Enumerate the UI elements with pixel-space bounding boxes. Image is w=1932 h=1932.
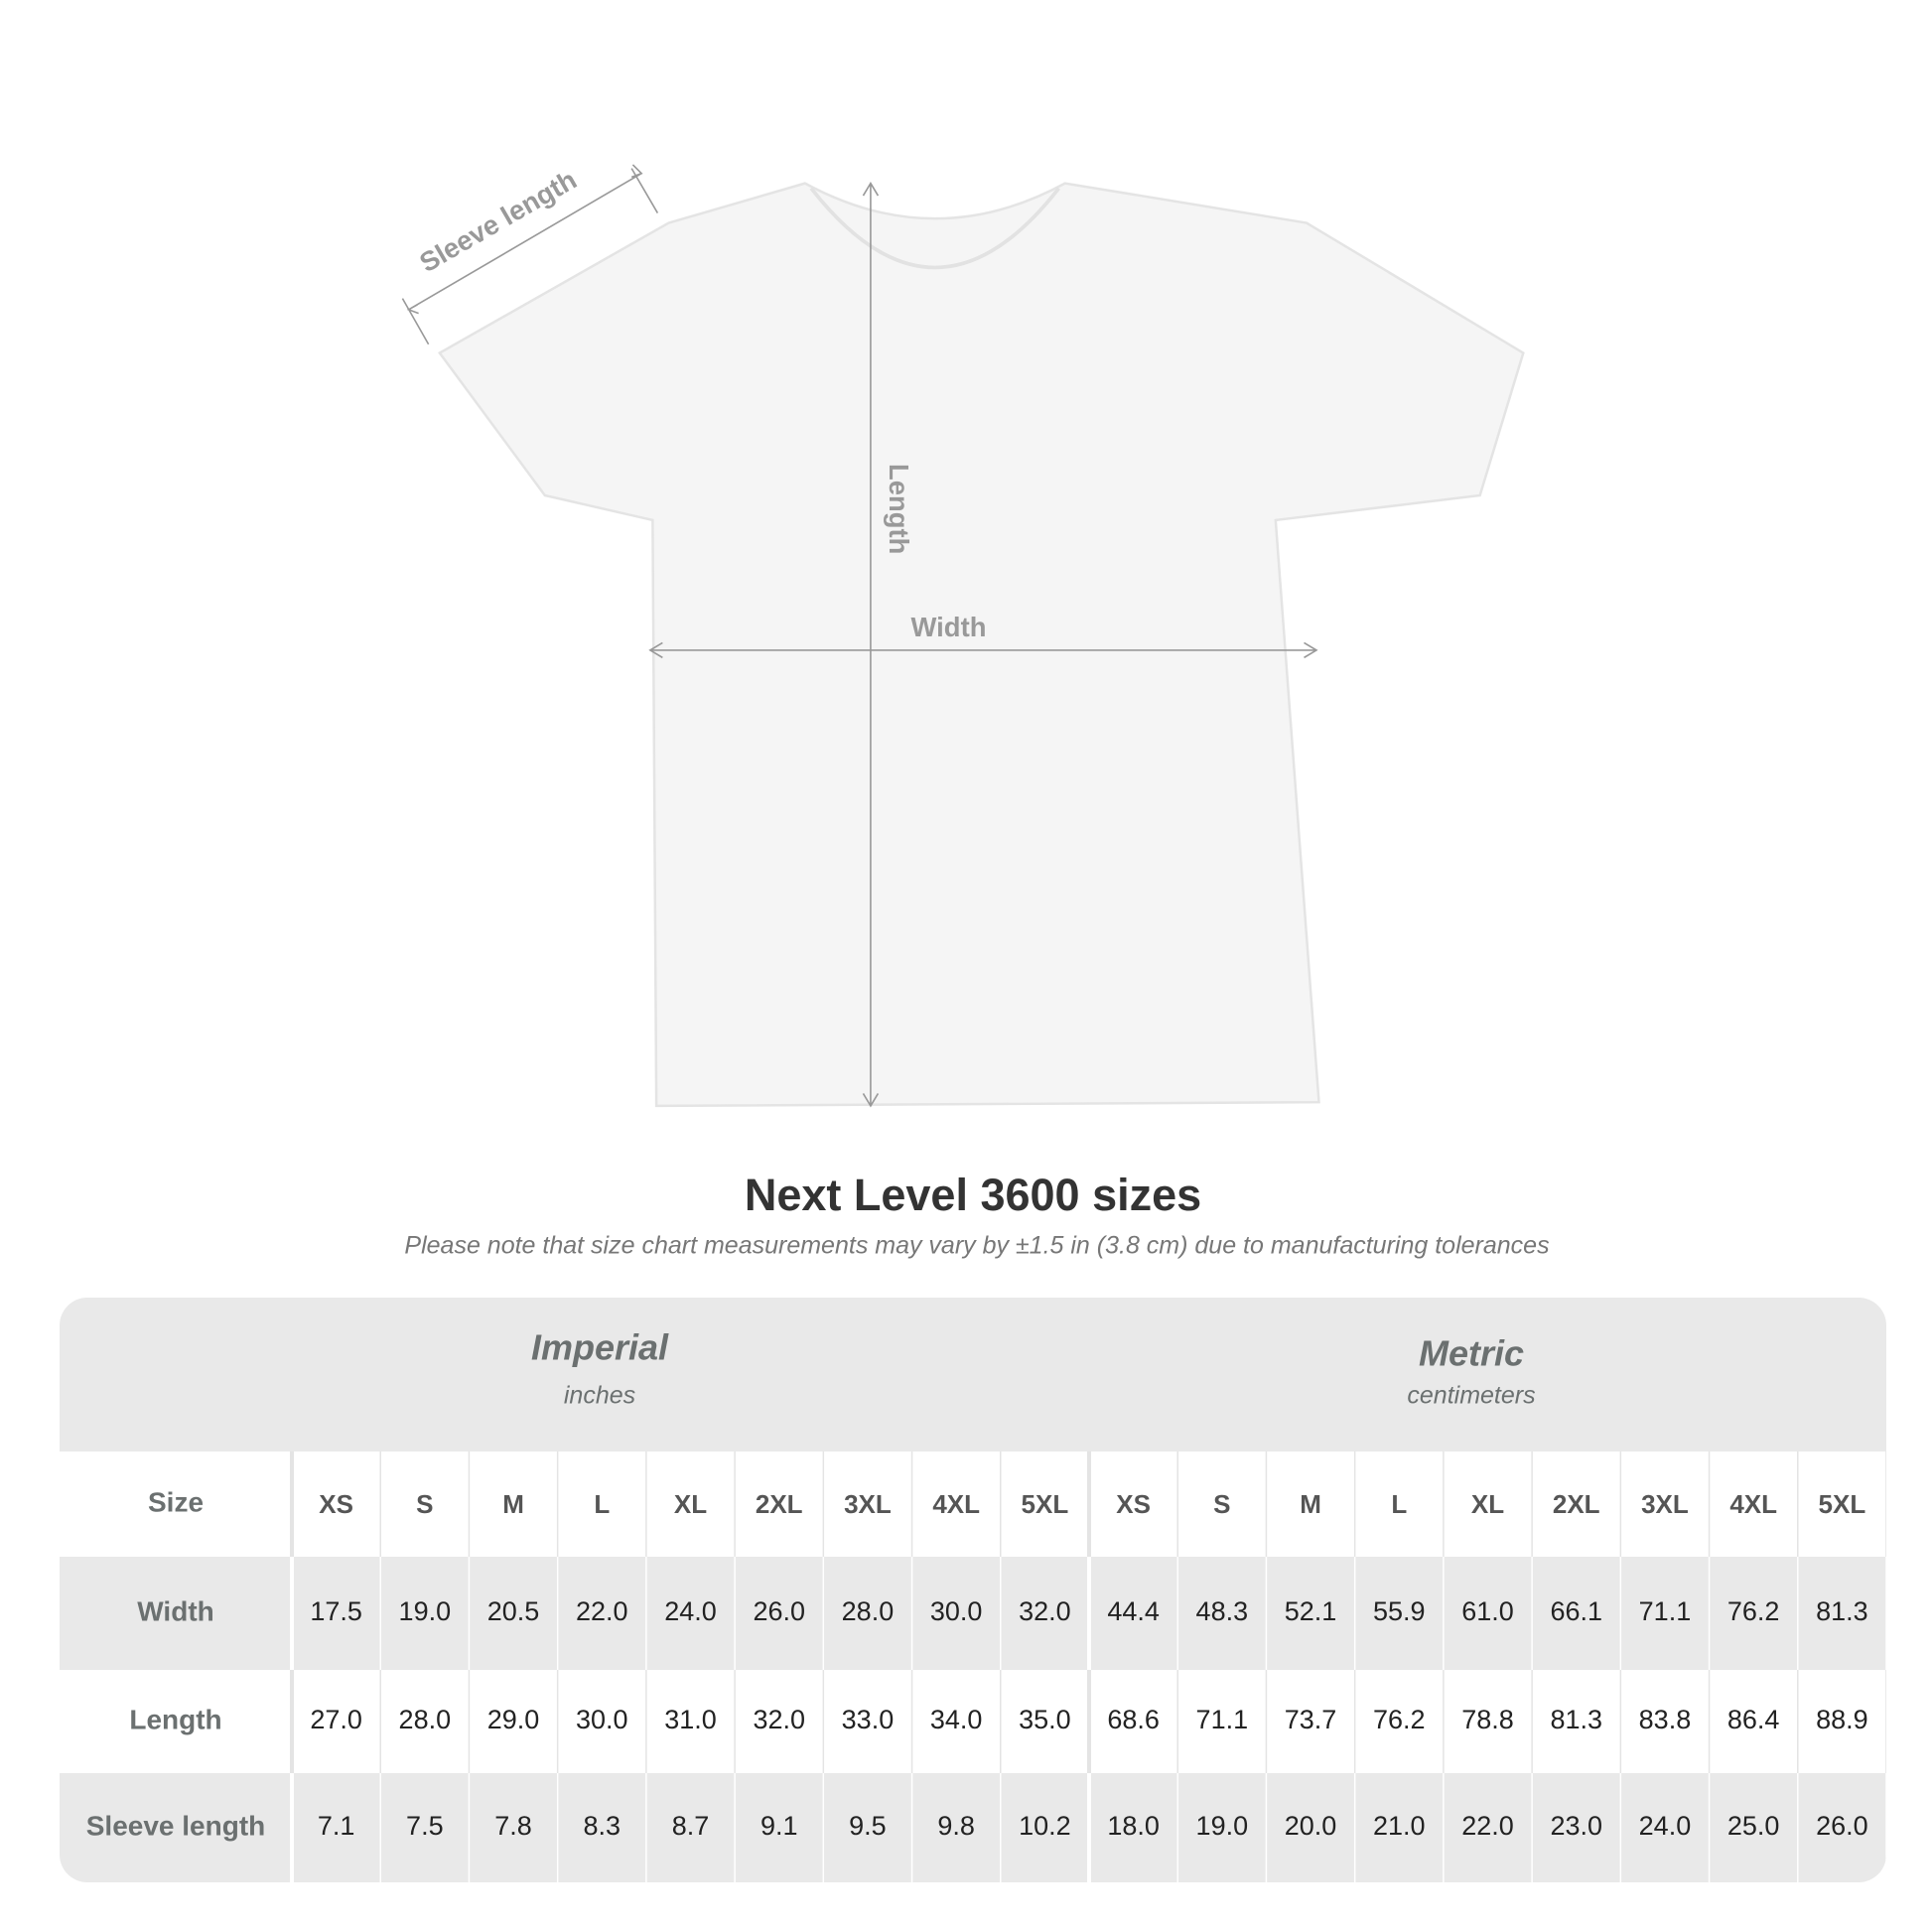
cell-value: 22.0 [576, 1596, 628, 1626]
row-bg [60, 1773, 1886, 1882]
cell-value: 18.0 [1107, 1811, 1160, 1841]
header-band [60, 1298, 1886, 1451]
cell-value: 20.0 [1285, 1811, 1337, 1841]
cell-value: 22.0 [1461, 1811, 1514, 1841]
shirt-diagram: Sleeve length Length Width [401, 164, 1525, 1108]
table-body [60, 1298, 1886, 1882]
cell-value: 23.0 [1550, 1811, 1602, 1841]
cell-value: 19.0 [1196, 1811, 1249, 1841]
collar [809, 187, 1061, 270]
size-header: 4XL [932, 1489, 980, 1519]
size-header: 3XL [844, 1489, 892, 1519]
cell-value: 9.1 [760, 1811, 798, 1841]
size-header: XL [674, 1489, 707, 1519]
cell-value: 81.3 [1816, 1596, 1868, 1626]
size-header: 4XL [1729, 1489, 1777, 1519]
shirt [437, 182, 1525, 1108]
cell-value: 20.5 [487, 1596, 540, 1626]
cell-value: 34.0 [930, 1705, 983, 1734]
cell-value: 66.1 [1550, 1596, 1602, 1626]
cell-value: 73.7 [1285, 1705, 1337, 1734]
size-table: Imperial inches Metric centimeters Size XS S M L… [60, 1298, 1886, 1882]
cell-value: 26.0 [1816, 1811, 1868, 1841]
size-header: XS [1116, 1489, 1151, 1519]
cell-value: 68.6 [1107, 1705, 1160, 1734]
length-arrow [862, 182, 880, 1108]
cell-value: 10.2 [1019, 1811, 1071, 1841]
size-header: 5XL [1819, 1489, 1866, 1519]
size-header: L [594, 1489, 610, 1519]
cell-value: 52.1 [1285, 1596, 1337, 1626]
size-header: 3XL [1641, 1489, 1689, 1519]
sleeve-arrow [401, 164, 659, 345]
cell-value: 8.7 [672, 1811, 710, 1841]
group-unit: inches [564, 1382, 635, 1410]
row-label: Length [129, 1704, 221, 1734]
note: Please note that size chart measurements… [404, 1232, 1549, 1260]
cell-value: 7.5 [406, 1811, 444, 1841]
cell-value: 61.0 [1461, 1596, 1514, 1626]
cell-value: 21.0 [1373, 1811, 1426, 1841]
cell-value: 28.0 [399, 1705, 452, 1734]
cell-value: 88.9 [1816, 1705, 1868, 1734]
width-label: Width [911, 612, 987, 642]
cell-value: 32.0 [1019, 1596, 1071, 1626]
size-label: Size [148, 1486, 204, 1517]
cell-value: 78.8 [1461, 1705, 1514, 1734]
cell-value: 48.3 [1196, 1596, 1249, 1626]
size-header: L [1391, 1489, 1407, 1519]
cell-value: 76.2 [1727, 1596, 1780, 1626]
length-label: Length [884, 464, 914, 554]
row-label: Width [137, 1595, 214, 1626]
cell-value: 27.0 [310, 1705, 362, 1734]
cell-value: 30.0 [576, 1705, 628, 1734]
cell-value: 7.8 [494, 1811, 532, 1841]
size-header: 5XL [1022, 1489, 1069, 1519]
cell-value: 26.0 [753, 1596, 805, 1626]
cell-value: 24.0 [664, 1596, 717, 1626]
size-header: M [502, 1489, 524, 1519]
cell-value: 8.3 [584, 1811, 621, 1841]
size-header: 2XL [756, 1489, 803, 1519]
cell-value: 81.3 [1550, 1705, 1602, 1734]
cell-value: 76.2 [1373, 1705, 1426, 1734]
size-header: XL [1471, 1489, 1504, 1519]
group-name: Metric [1419, 1333, 1524, 1374]
row-bg [60, 1557, 1886, 1670]
row-bg [60, 1670, 1886, 1773]
cell-value: 9.8 [937, 1811, 975, 1841]
cell-value: 55.9 [1373, 1596, 1426, 1626]
cell-value: 29.0 [487, 1705, 540, 1734]
cell-value: 35.0 [1019, 1705, 1071, 1734]
size-header: 2XL [1553, 1489, 1600, 1519]
cell-value: 19.0 [399, 1596, 452, 1626]
cell-value: 86.4 [1727, 1705, 1780, 1734]
cell-value: 28.0 [842, 1596, 895, 1626]
cell-value: 17.5 [310, 1596, 362, 1626]
cell-value: 71.1 [1639, 1596, 1692, 1626]
cell-value: 30.0 [930, 1596, 983, 1626]
title: Next Level 3600 sizes [745, 1170, 1201, 1220]
cell-value: 9.5 [849, 1811, 887, 1841]
cell-value: 44.4 [1107, 1596, 1160, 1626]
cell-value: 25.0 [1727, 1811, 1780, 1841]
size-header: S [1213, 1489, 1230, 1519]
row-bg [60, 1451, 1886, 1557]
cell-value: 7.1 [318, 1811, 355, 1841]
size-header: XS [319, 1489, 353, 1519]
cell-value: 32.0 [753, 1705, 805, 1734]
sleeve-label: Sleeve length [414, 164, 582, 278]
size-header: S [416, 1489, 433, 1519]
size-header: M [1300, 1489, 1321, 1519]
row-label: Sleeve length [86, 1810, 266, 1841]
cell-value: 83.8 [1639, 1705, 1692, 1734]
width-arrow [648, 641, 1318, 659]
group-name: Imperial [531, 1327, 669, 1368]
cell-value: 71.1 [1196, 1705, 1249, 1734]
cell-value: 33.0 [842, 1705, 895, 1734]
group-unit: centimeters [1407, 1382, 1535, 1410]
cell-value: 31.0 [664, 1705, 717, 1734]
cell-value: 24.0 [1639, 1811, 1692, 1841]
